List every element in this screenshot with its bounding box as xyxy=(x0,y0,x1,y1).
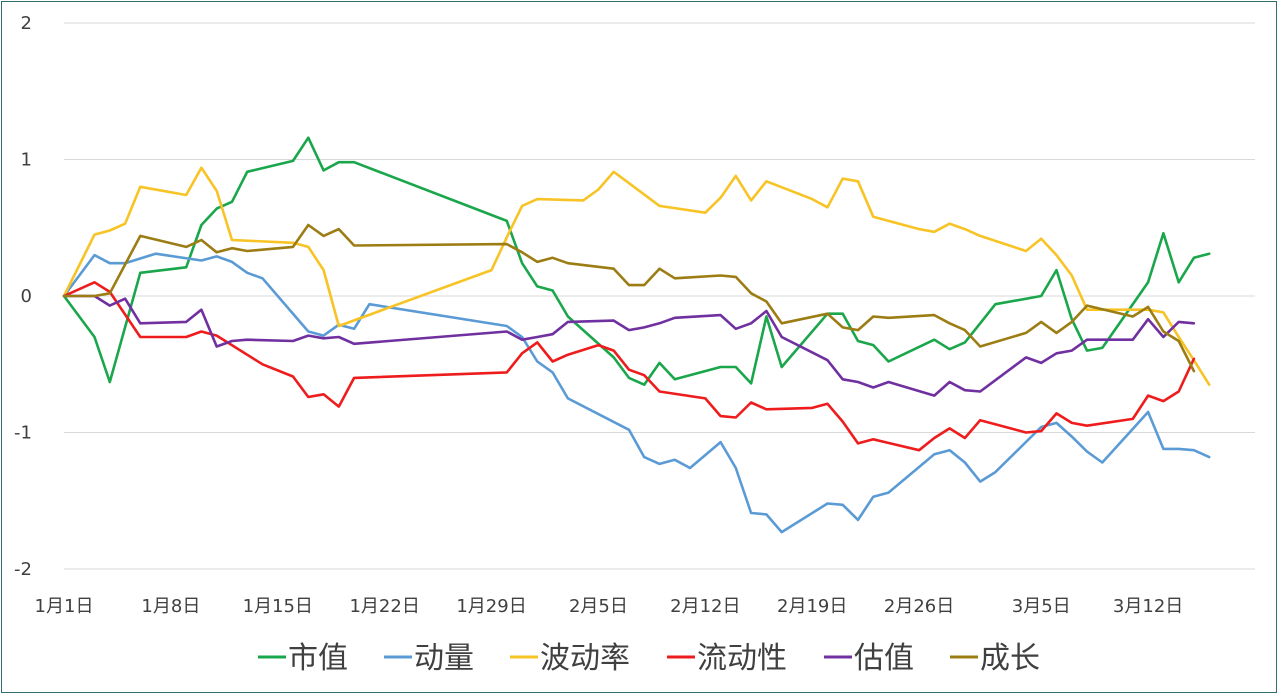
x-tick-label: 1月8日 xyxy=(141,596,200,617)
x-tick-label: 2月12日 xyxy=(670,596,740,617)
legend-label: 波动率 xyxy=(540,641,630,676)
legend-item-波动率: 波动率 xyxy=(510,641,630,676)
y-tick-label: -1 xyxy=(14,423,32,444)
x-tick-label: 2月19日 xyxy=(777,596,847,617)
y-tick-label: 0 xyxy=(21,286,32,307)
series-line-流动性 xyxy=(62,281,1196,452)
legend-item-成长: 成长 xyxy=(950,641,1040,676)
legend-label: 动量 xyxy=(414,641,474,676)
x-axis-tick-labels: 1月1日 1月8日 1月15日 1月22日 1月29日 2月5日 2月12日 2月19日 2月2… xyxy=(35,596,1184,617)
legend-item-动量: 动量 xyxy=(384,641,474,676)
legend-item-市值: 市值 xyxy=(258,641,348,676)
x-tick-label: 2月26日 xyxy=(884,596,954,617)
series-line-市值 xyxy=(62,136,1211,386)
legend: 市值 动量 波动率 流动性 估值 成长 xyxy=(258,641,1040,676)
x-tick-label: 2月5日 xyxy=(569,596,628,617)
series-line-成长 xyxy=(62,223,1196,373)
y-tick-label: 1 xyxy=(21,150,32,171)
series-lines xyxy=(62,136,1211,534)
y-axis-tick-labels: 2 1 0 -1 -2 xyxy=(14,13,32,580)
series-line-波动率 xyxy=(62,166,1211,386)
legend-label: 市值 xyxy=(288,641,348,676)
x-tick-label: 3月12日 xyxy=(1113,596,1183,617)
x-tick-label: 1月1日 xyxy=(35,596,94,617)
legend-item-估值: 估值 xyxy=(824,641,914,676)
y-tick-label: -2 xyxy=(14,559,32,580)
y-tick-label: 2 xyxy=(21,13,32,34)
x-tick-label: 1月15日 xyxy=(243,596,313,617)
series-line-估值 xyxy=(62,294,1196,397)
x-tick-label: 1月29日 xyxy=(456,596,526,617)
legend-label: 成长 xyxy=(980,641,1040,676)
legend-label: 估值 xyxy=(854,641,914,676)
x-tick-label: 3月5日 xyxy=(1012,596,1071,617)
series-line-动量 xyxy=(62,252,1211,534)
gridlines xyxy=(64,22,1255,570)
legend-item-流动性: 流动性 xyxy=(667,641,787,676)
legend-label: 流动性 xyxy=(697,641,787,676)
x-tick-label: 1月22日 xyxy=(349,596,419,617)
